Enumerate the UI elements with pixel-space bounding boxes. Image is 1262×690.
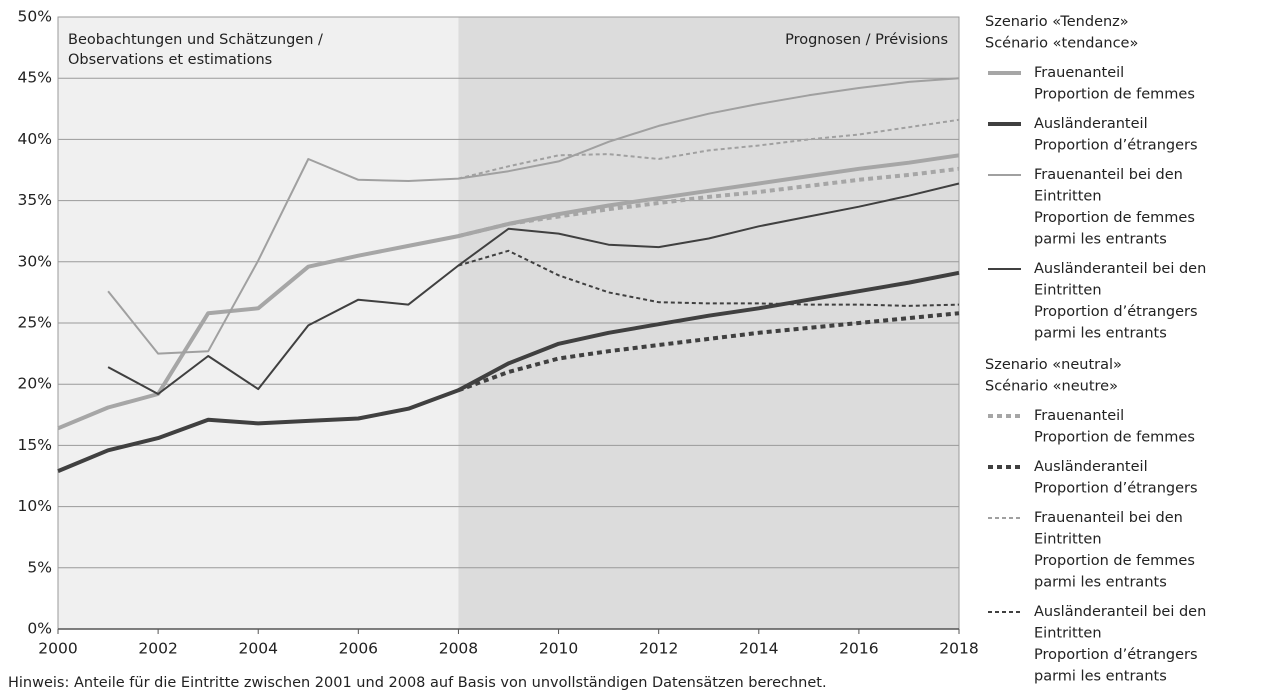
legend-heading: Szenario «neutral» Scénario «neutre» bbox=[985, 357, 1122, 395]
legend-label: Frauenanteil Proportion de femmes bbox=[1034, 408, 1195, 446]
x-tick-label: 2000 bbox=[38, 640, 77, 658]
y-tick-label: 45% bbox=[18, 69, 52, 87]
y-tick-label: 30% bbox=[18, 252, 52, 270]
series-line bbox=[458, 118, 960, 180]
x-tick-label: 2014 bbox=[739, 640, 778, 658]
legend-label: Ausländeranteil bei den Eintritten Proport… bbox=[1034, 261, 1206, 342]
x-tick-label: 2004 bbox=[238, 640, 277, 658]
legend-label: Ausländeranteil bei den Eintritten Proport… bbox=[1034, 604, 1206, 685]
series-line bbox=[458, 249, 960, 307]
region-label: Beobachtungen und Schätzungen / Observati… bbox=[68, 32, 323, 68]
y-tick-label: 50% bbox=[18, 8, 52, 26]
series-line bbox=[57, 153, 960, 431]
legend-label: Frauenanteil Proportion de femmes bbox=[1034, 65, 1195, 103]
x-tick-label: 2006 bbox=[339, 640, 378, 658]
y-tick-label: 10% bbox=[18, 497, 52, 515]
y-tick-label: 15% bbox=[18, 436, 52, 454]
x-tick-label: 2010 bbox=[539, 640, 578, 658]
y-tick-label: 5% bbox=[27, 558, 52, 576]
y-tick-label: 40% bbox=[18, 130, 52, 148]
series-line bbox=[107, 77, 960, 355]
legend-label: Ausländeranteil Proportion d’étrangers bbox=[1034, 116, 1198, 154]
series-line bbox=[57, 270, 960, 473]
x-tick-label: 2018 bbox=[939, 640, 978, 658]
x-tick-label: 2016 bbox=[839, 640, 878, 658]
y-tick-label: 35% bbox=[18, 191, 52, 209]
legend-label: Frauenanteil bei den Eintritten Proportion… bbox=[1034, 510, 1195, 591]
x-tick-label: 2008 bbox=[439, 640, 478, 658]
y-tick-label: 25% bbox=[18, 314, 52, 332]
region-label: Prognosen / Prévisions bbox=[785, 32, 948, 48]
legend-label: Frauenanteil bei den Eintritten Proportion… bbox=[1034, 167, 1195, 248]
legend-label: Ausländeranteil Proportion d’étrangers bbox=[1034, 459, 1198, 497]
note: Hinweis: Anteile für die Eintritte zwisc… bbox=[8, 675, 827, 690]
series-line bbox=[457, 311, 960, 393]
x-tick-label: 2012 bbox=[639, 640, 678, 658]
legend-heading: Szenario «Tendenz» Scénario «tendance» bbox=[985, 14, 1138, 52]
y-tick-label: 0% bbox=[27, 620, 52, 638]
series-line bbox=[107, 182, 960, 395]
x-tick-label: 2002 bbox=[138, 640, 177, 658]
y-tick-label: 20% bbox=[18, 375, 52, 393]
series-line bbox=[457, 166, 960, 239]
